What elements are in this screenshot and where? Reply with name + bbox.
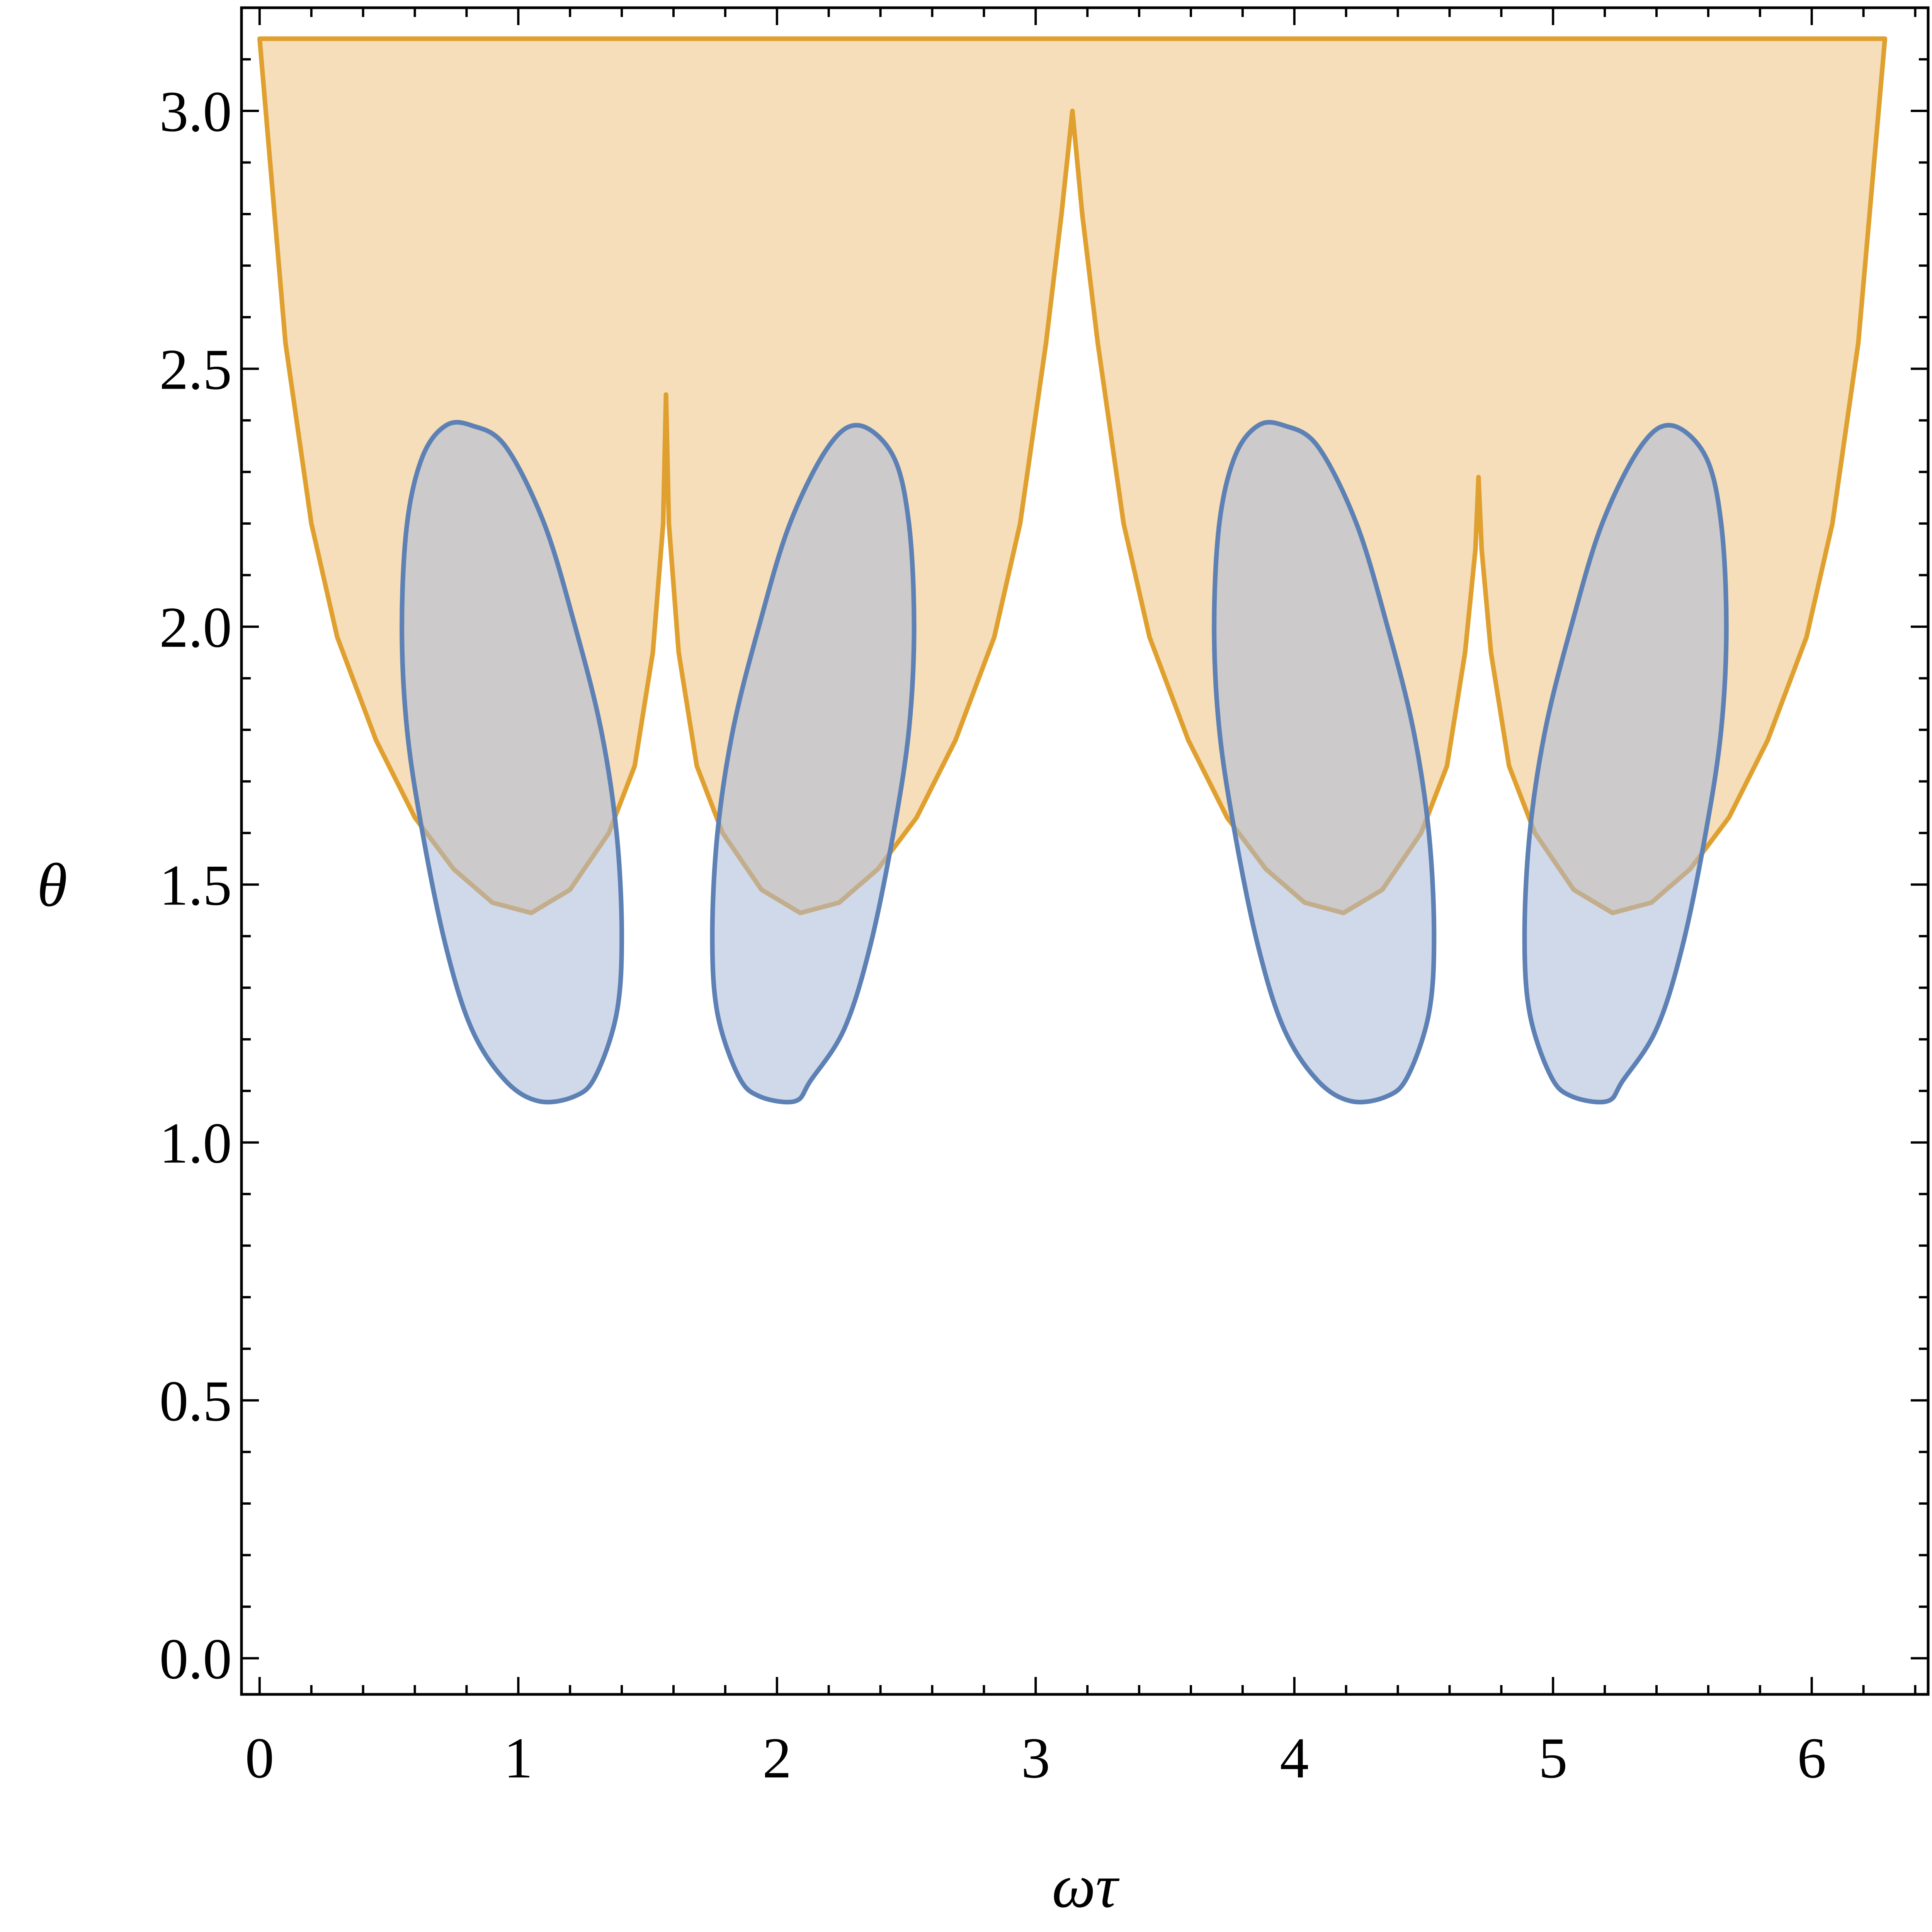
blue-loop-4	[1522, 423, 1729, 1105]
y-tick-label: 2.0	[160, 595, 232, 660]
x-tick-label: 2	[762, 1726, 791, 1790]
plot-frame	[240, 6, 1930, 1696]
x-tick-label: 4	[1280, 1726, 1309, 1790]
x-tick-label: 6	[1797, 1726, 1826, 1790]
y-axis-title: θ	[37, 850, 68, 919]
y-tick-label: 1.0	[160, 1111, 232, 1175]
x-tick-label: 3	[1021, 1726, 1050, 1790]
blue-loop-3	[1212, 420, 1437, 1105]
axis-ticks	[242, 7, 1928, 1694]
y-tick-label: 0.5	[160, 1369, 232, 1433]
blue-loop-2	[710, 423, 917, 1105]
data-regions	[257, 36, 1888, 1105]
x-tick-label: 0	[245, 1726, 274, 1790]
x-tick-label: 5	[1539, 1726, 1568, 1790]
y-tick-label: 3.0	[160, 80, 232, 144]
y-tick-label: 0.0	[160, 1627, 232, 1691]
y-tick-label: 2.5	[160, 337, 232, 401]
x-tick-label: 1	[504, 1726, 533, 1790]
tick-labels: 0 1 2 3 4 5 6 0.0 0.5 1.0 1.5 2.0 2.5 3.0	[160, 80, 1827, 1790]
blue-loop-1	[400, 420, 624, 1105]
x-axis-title: ωτ	[1052, 1852, 1120, 1920]
y-tick-label: 1.5	[160, 853, 232, 917]
